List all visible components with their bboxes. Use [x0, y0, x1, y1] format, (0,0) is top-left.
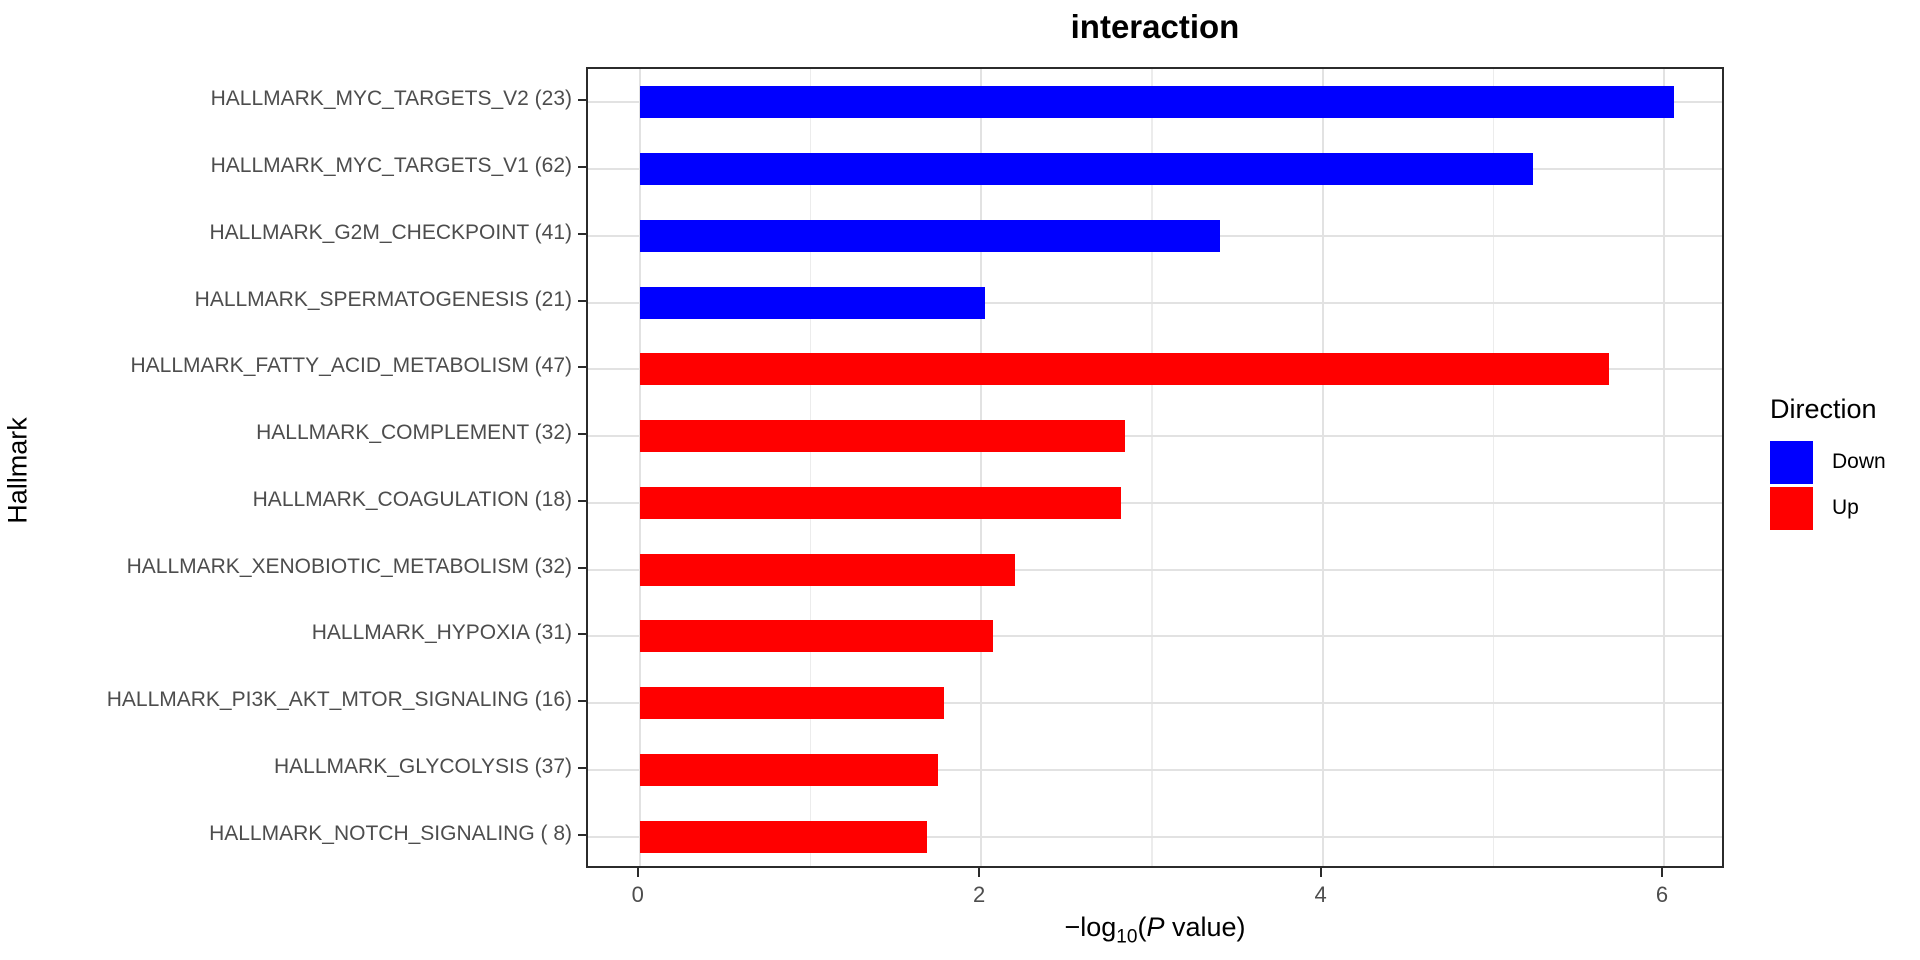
x-axis-title-paren: (: [1137, 912, 1147, 942]
y-tick-label-9: HALLMARK_PI3K_AKT_MTOR_SIGNALING (16): [106, 688, 572, 712]
bar-down-3: [639, 286, 985, 319]
y-tick-mark-0: [578, 99, 587, 102]
x-axis-title-suffix: value): [1164, 912, 1246, 942]
y-tick-label-8: HALLMARK_HYPOXIA (31): [311, 621, 572, 645]
bar-up-9: [639, 687, 944, 720]
legend-key-down-swatch: [1770, 440, 1813, 484]
x-tick-mark-6: [1661, 868, 1664, 877]
gridline-major-x-2: [980, 69, 983, 866]
y-tick-label-3: HALLMARK_SPERMATOGENESIS (21): [194, 287, 572, 311]
legend-entry-down: Down: [1770, 439, 1886, 485]
bar-down-0: [639, 86, 1675, 119]
x-tick-mark-0: [636, 868, 639, 877]
y-axis-title: Hallmark: [2, 417, 33, 524]
gridline-major-y-8: [588, 635, 1722, 638]
legend-entry-up: Up: [1770, 485, 1886, 531]
bar-up-4: [639, 353, 1610, 386]
legend-label-down: Down: [1832, 450, 1886, 473]
y-tick-label-11: HALLMARK_NOTCH_SIGNALING ( 8): [209, 821, 572, 845]
y-tick-label-0: HALLMARK_MYC_TARGETS_V2 (23): [210, 87, 572, 111]
x-tick-mark-4: [1319, 868, 1322, 877]
x-axis-title-subscript: 10: [1116, 926, 1138, 948]
gridline-major-x-0: [638, 69, 641, 866]
plot-title: interaction: [1070, 8, 1240, 45]
y-tick-mark-1: [578, 166, 587, 169]
gridline-minor-x-3: [1151, 69, 1153, 866]
x-tick-label-4: 4: [1314, 882, 1327, 907]
x-axis-title-prefix: −log: [1064, 912, 1117, 942]
gridline-major-y-9: [588, 702, 1722, 705]
y-tick-mark-3: [578, 299, 587, 302]
y-tick-mark-5: [578, 433, 587, 436]
y-tick-mark-6: [578, 499, 587, 502]
y-tick-mark-11: [578, 833, 587, 836]
gridline-major-y-7: [588, 568, 1722, 571]
gridline-major-y-10: [588, 768, 1722, 771]
gridline-major-y-11: [588, 835, 1722, 838]
bar-up-7: [639, 553, 1016, 586]
x-axis-title-pvalue: P: [1146, 912, 1165, 942]
bar-down-2: [639, 219, 1221, 252]
legend-title: Direction: [1770, 394, 1877, 424]
bar-down-1: [639, 153, 1533, 186]
gridline-minor-x-5: [1492, 69, 1495, 866]
y-tick-label-10: HALLMARK_GLYCOLYSIS (37): [274, 754, 572, 778]
y-tick-label-1: HALLMARK_MYC_TARGETS_V1 (62): [210, 154, 572, 178]
gridline-major-y-3: [588, 301, 1722, 304]
y-tick-label-2: HALLMARK_G2M_CHECKPOINT (41): [209, 220, 572, 244]
y-tick-mark-2: [578, 232, 587, 235]
gridline-minor-x-1: [809, 69, 812, 866]
y-tick-label-5: HALLMARK_COMPLEMENT (32): [256, 421, 572, 445]
x-tick-mark-2: [978, 868, 981, 877]
y-tick-mark-9: [578, 700, 587, 703]
plot-panel: [586, 67, 1724, 868]
bar-up-5: [639, 420, 1125, 453]
gridline-major-x-4: [1321, 69, 1324, 866]
bar-up-8: [639, 620, 994, 653]
x-tick-label-2: 2: [973, 882, 986, 907]
y-tick-mark-8: [578, 633, 587, 636]
y-tick-label-6: HALLMARK_COAGULATION (18): [252, 487, 572, 511]
y-tick-mark-10: [578, 766, 587, 769]
y-tick-mark-7: [578, 566, 587, 569]
x-tick-label-0: 0: [631, 882, 644, 907]
bar-up-11: [639, 820, 927, 853]
gridline-major-y-5: [588, 435, 1722, 438]
gridline-major-y-6: [588, 501, 1722, 504]
y-tick-label-4: HALLMARK_FATTY_ACID_METABOLISM (47): [130, 354, 572, 378]
bar-up-10: [639, 753, 939, 786]
x-tick-label-6: 6: [1655, 882, 1669, 907]
gridline-major-x-6: [1663, 69, 1666, 866]
legend-label-up: Up: [1832, 496, 1859, 519]
bar-up-6: [639, 486, 1122, 519]
y-tick-mark-4: [578, 366, 587, 369]
y-tick-label-7: HALLMARK_XENOBIOTIC_METABOLISM (32): [126, 554, 572, 578]
x-axis-title: −log10(P value): [586, 912, 1724, 948]
legend-key-up-swatch: [1770, 486, 1813, 530]
legend: Direction Down Up: [1770, 394, 1886, 531]
